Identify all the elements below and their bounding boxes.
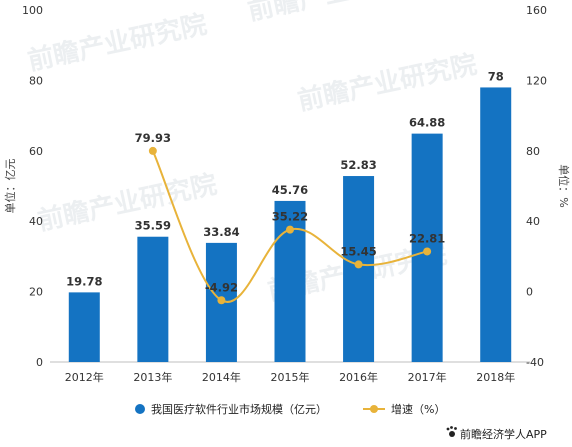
y2-tick-label: -40 <box>526 356 544 369</box>
line-data-label: 35.22 <box>272 210 308 224</box>
y-tick-label: 40 <box>29 215 43 228</box>
credit: 前瞻经济学人APP <box>446 426 547 441</box>
line-data-label: -4.92 <box>205 280 238 294</box>
watermark-text: 前瞻产业研究院 <box>295 49 479 117</box>
x-tick-label: 2017年 <box>408 370 447 384</box>
bar-data-label: 78 <box>488 69 504 83</box>
watermark-layer: 前瞻产业研究院前瞻产业研究院前瞻产业研究院前瞻产业研究院前瞻产业研究院 <box>25 0 479 307</box>
line-data-label: 22.81 <box>409 231 445 245</box>
y2-tick-label: 40 <box>526 215 540 228</box>
line-point <box>423 247 432 256</box>
x-tick-label: 2012年 <box>65 370 104 384</box>
x-tick-label: 2013年 <box>133 370 172 384</box>
y-tick-label: 60 <box>29 145 43 158</box>
x-axis-ticks: 2012年 2013年 2014年 2015年 2016年 2017年 2018年 <box>65 370 515 384</box>
line-series <box>148 146 432 305</box>
legend-line-label: 增速（%） <box>391 402 445 416</box>
y-tick-label: 20 <box>29 286 43 299</box>
line-point <box>217 296 226 305</box>
legend-bar-marker <box>135 404 145 414</box>
x-tick-label: 2018年 <box>476 370 515 384</box>
bar-data-label: 33.84 <box>203 225 239 239</box>
line-data-label: 79.93 <box>135 131 171 145</box>
y-axis-title: 单位：亿元 <box>3 159 17 214</box>
legend-bar-label: 我国医疗软件行业市场规模（亿元） <box>151 402 327 416</box>
y2-tick-label: 80 <box>526 145 540 158</box>
series-line <box>151 150 428 303</box>
y2-tick-label: 0 <box>526 286 533 299</box>
bar <box>137 236 169 362</box>
bar <box>343 176 375 362</box>
bar <box>274 200 306 362</box>
x-tick-label: 2015年 <box>271 370 310 384</box>
y2-axis-ticks: -40 0 40 80 120 160 <box>526 4 547 369</box>
y-tick-label: 100 <box>22 4 43 17</box>
watermark-text: 前瞻产业研究院 <box>25 9 209 77</box>
legend: 我国医疗软件行业市场规模（亿元） 增速（%） <box>135 402 445 416</box>
bar-data-label: 52.83 <box>340 158 376 172</box>
paw-icon <box>446 426 457 437</box>
y-tick-label: 0 <box>36 356 43 369</box>
x-tick-label: 2014年 <box>202 370 241 384</box>
line-point <box>286 225 294 234</box>
x-tick-label: 2016年 <box>339 370 378 384</box>
line-data-labels: 79.93 -4.92 35.22 15.45 22.81 <box>135 131 446 294</box>
line-data-label: 15.45 <box>340 244 376 258</box>
legend-line-marker <box>370 405 378 413</box>
line-point <box>148 146 157 155</box>
bar-data-label: 64.88 <box>409 116 445 130</box>
y-axis-ticks: 0 20 40 60 80 100 <box>22 4 43 369</box>
bar <box>480 87 512 362</box>
credit-text: 前瞻经济学人APP <box>460 427 547 441</box>
bar-data-label: 35.59 <box>135 219 171 233</box>
watermark-text: 前瞻产业研究院 <box>245 0 429 27</box>
line-point <box>354 260 363 269</box>
bar-data-label: 45.76 <box>272 183 308 197</box>
y-tick-label: 80 <box>29 74 43 87</box>
y2-tick-label: 160 <box>526 4 547 17</box>
bar-data-labels: 19.78 35.59 33.84 45.76 52.83 64.88 78 <box>66 69 504 288</box>
watermark-text: 前瞻产业研究院 <box>35 169 219 237</box>
bar-data-label: 19.78 <box>66 274 102 288</box>
y2-axis-title: 单位：% <box>557 164 571 207</box>
bar <box>68 292 100 362</box>
y2-tick-label: 120 <box>526 74 547 87</box>
